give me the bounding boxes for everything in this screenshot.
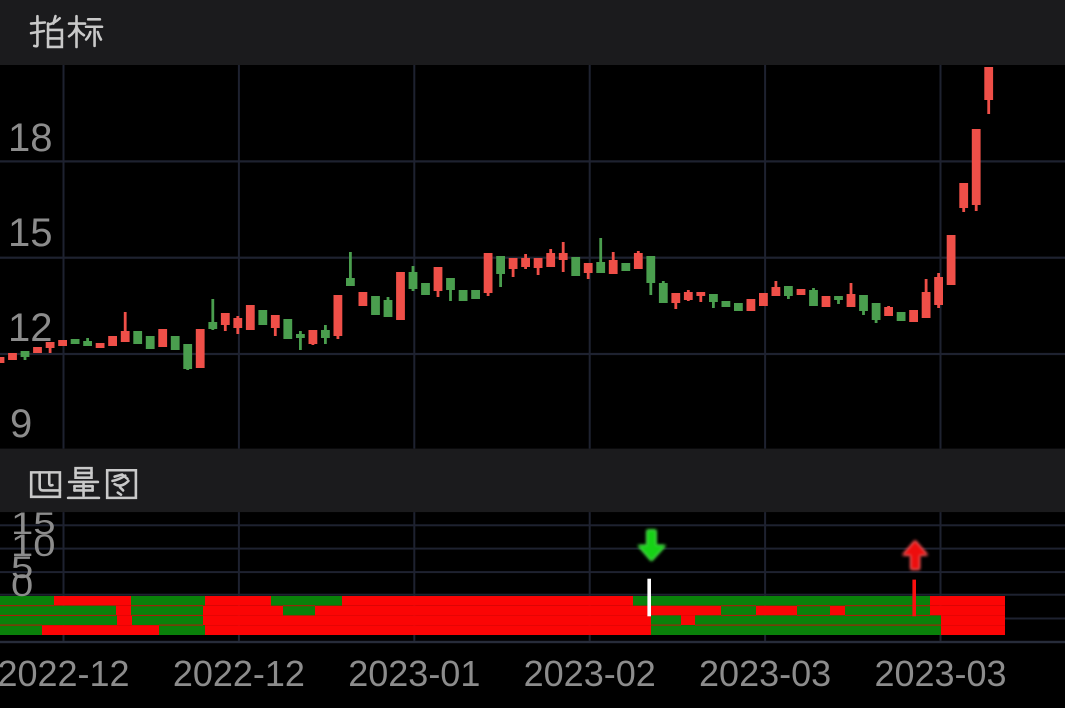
- svg-text:2023-02: 2023-02: [524, 653, 656, 694]
- svg-text:2022-12: 2022-12: [173, 653, 305, 694]
- svg-text:9: 9: [10, 402, 32, 446]
- svg-text:2023-01: 2023-01: [348, 653, 480, 694]
- svg-text:5: 5: [11, 550, 33, 585]
- svg-text:15: 15: [11, 506, 55, 541]
- svg-text:15: 15: [8, 211, 53, 255]
- svg-text:2023-03: 2023-03: [874, 653, 1006, 694]
- svg-text:10: 10: [11, 528, 55, 563]
- svg-text:0: 0: [11, 568, 33, 603]
- svg-text:2023-03: 2023-03: [699, 653, 831, 694]
- svg-text:2022-12: 2022-12: [0, 653, 130, 694]
- svg-text:12: 12: [8, 306, 53, 350]
- svg-text:18: 18: [8, 116, 53, 160]
